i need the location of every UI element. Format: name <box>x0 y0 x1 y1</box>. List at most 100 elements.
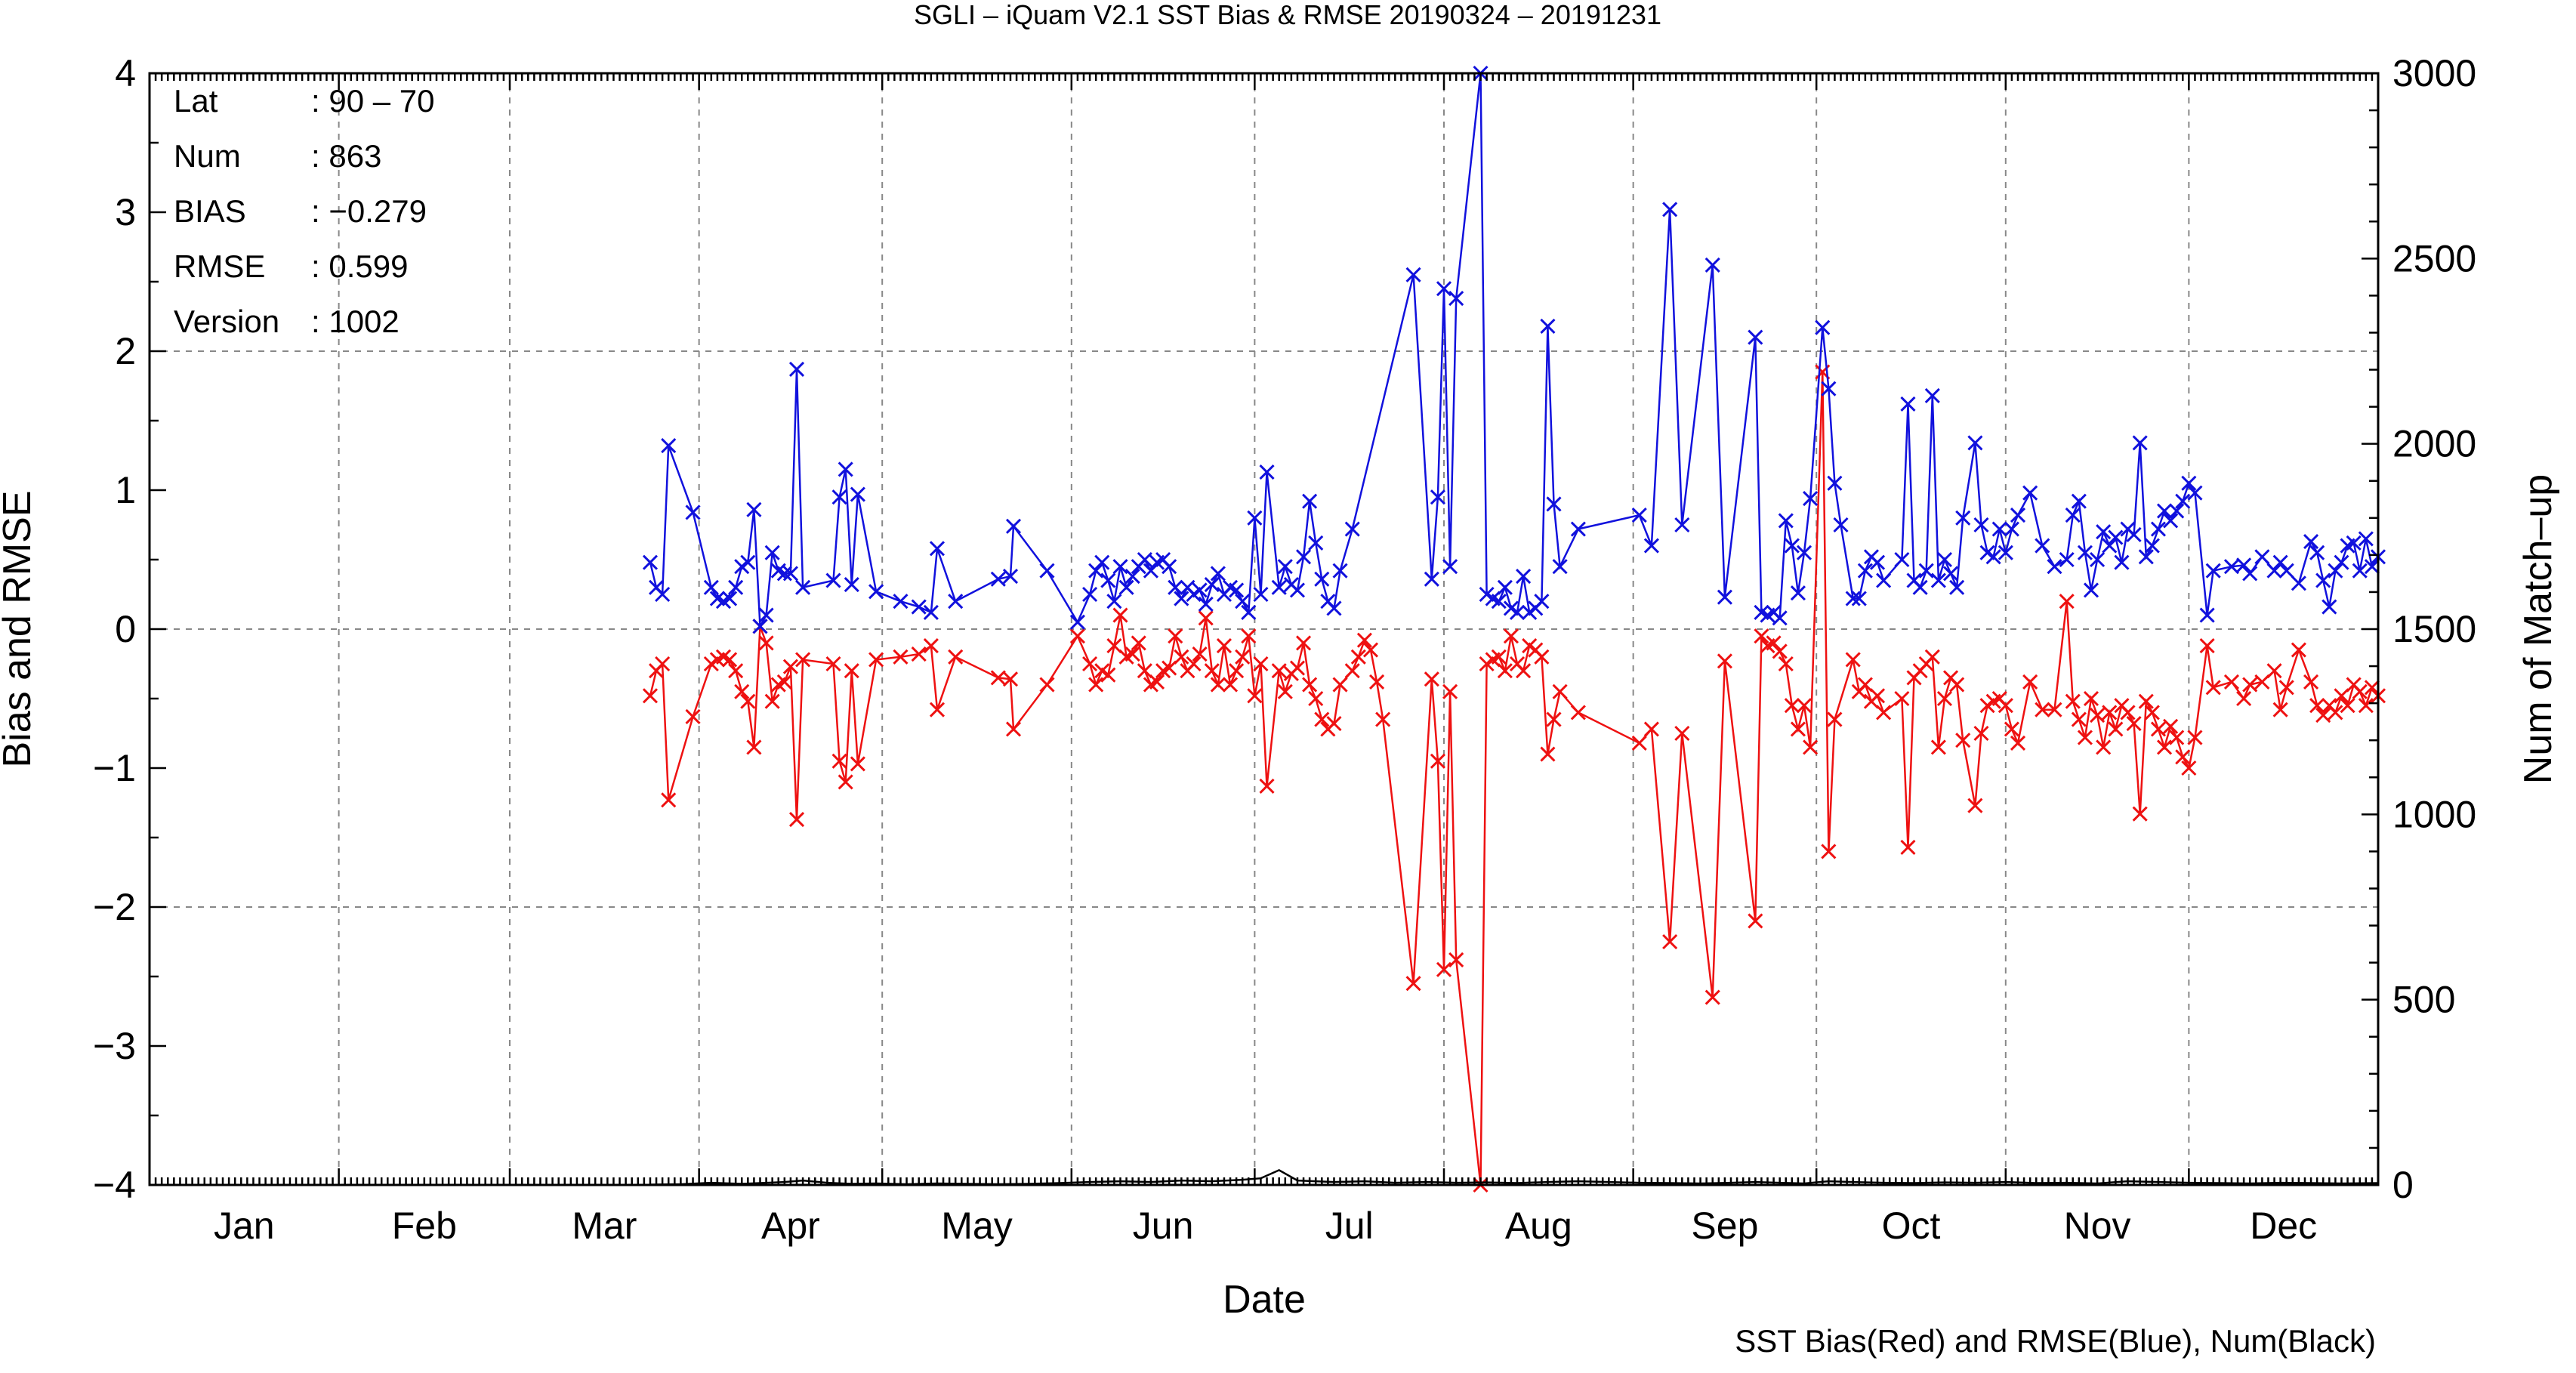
data-point-rmse <box>1942 566 1959 582</box>
data-point-sst-bias <box>2169 730 2185 745</box>
data-point-rmse <box>2242 566 2258 582</box>
x-tick-label-jan: Jan <box>214 1205 275 1247</box>
data-point-rmse <box>1289 582 1306 598</box>
data-point-rmse <box>1900 396 1916 412</box>
data-point-rmse <box>2004 521 2019 537</box>
data-point-rmse <box>2083 582 2099 598</box>
data-point-rmse <box>2071 493 2087 509</box>
data-point-sst-bias <box>2126 716 2142 732</box>
data-point-sst-bias <box>1973 725 1989 742</box>
data-point-rmse <box>1845 591 1861 606</box>
data-point-sst-bias <box>1039 677 1055 693</box>
data-point-rmse <box>1821 381 1837 396</box>
data-point-sst-bias <box>2083 690 2099 707</box>
data-point-sst-bias <box>1253 656 1269 672</box>
data-point-sst-bias <box>1210 677 1226 693</box>
data-point-sst-bias <box>1503 628 1519 644</box>
data-point-rmse <box>1235 594 1251 609</box>
x-tick-label-jun: Jun <box>1133 1205 1194 1247</box>
data-point-sst-bias <box>893 649 909 665</box>
data-point-rmse <box>740 554 756 570</box>
data-point-rmse <box>1069 614 1085 630</box>
data-point-rmse <box>1924 387 1940 403</box>
series-num <box>649 1169 2379 1186</box>
data-point-rmse <box>1210 566 1226 582</box>
data-point-sst-bias <box>2358 698 2374 714</box>
data-point-rmse <box>1534 594 1550 609</box>
x-tick-label-nov: Nov <box>2064 1205 2131 1247</box>
y-tick-label: −1 <box>93 747 136 789</box>
data-point-sst-bias <box>2236 690 2252 707</box>
stat-key-rmse: RMSE <box>174 248 265 284</box>
data-point-sst-bias <box>1302 677 1318 693</box>
data-point-sst-bias <box>1784 698 1800 714</box>
data-point-rmse <box>1241 604 1257 620</box>
data-point-rmse <box>1643 538 1659 554</box>
data-point-rmse <box>1405 267 1421 282</box>
legend-footer: SST Bias(Red) and RMSE(Blue), Num(Black) <box>1735 1323 2376 1359</box>
data-point-sst-bias <box>2254 674 2270 690</box>
x-tick-label-dec: Dec <box>2250 1205 2317 1247</box>
series-line-sst-bias <box>649 372 2380 1186</box>
data-point-rmse <box>1192 582 1208 598</box>
data-point-sst-bias <box>2138 693 2154 709</box>
y2-tick-label: 3000 <box>2392 52 2476 94</box>
series-line-num <box>649 1169 2379 1186</box>
data-point-sst-bias <box>1088 677 1104 693</box>
data-point-rmse <box>2108 529 2124 545</box>
data-point-sst-bias <box>2071 711 2087 727</box>
data-point-sst-bias <box>661 792 677 808</box>
data-point-sst-bias <box>2035 702 2050 717</box>
data-point-sst-bias <box>1936 690 1953 707</box>
data-point-sst-bias <box>1424 671 1439 687</box>
data-point-rmse <box>2352 563 2368 579</box>
data-point-rmse <box>1704 257 1720 273</box>
data-point-rmse <box>1442 559 1458 575</box>
data-point-rmse <box>2223 559 2240 575</box>
series-line-rmse <box>649 73 2380 630</box>
data-point-sst-bias <box>764 693 780 709</box>
data-point-rmse <box>2126 526 2142 542</box>
data-point-sst-bias <box>1069 628 1085 644</box>
data-point-rmse <box>2303 534 2319 550</box>
data-point-rmse <box>2272 554 2288 570</box>
y2-tick-label: 1000 <box>2392 793 2476 835</box>
data-point-sst-bias <box>868 652 884 668</box>
data-point-rmse <box>655 586 671 603</box>
x-tick-label-sep: Sep <box>1691 1205 1758 1247</box>
data-point-sst-bias <box>2059 594 2075 609</box>
data-point-rmse <box>831 489 847 505</box>
stat-value-bias: : −0.279 <box>311 193 427 229</box>
data-point-sst-bias <box>2077 730 2093 745</box>
data-point-sst-bias <box>655 656 671 672</box>
x-tick-label-apr: Apr <box>761 1205 820 1247</box>
data-point-rmse <box>2156 503 2173 519</box>
data-point-rmse <box>2278 563 2294 579</box>
data-point-sst-bias <box>1662 933 1678 950</box>
data-point-rmse <box>1857 563 1873 579</box>
data-point-sst-bias <box>1082 656 1098 672</box>
data-point-sst-bias <box>1277 683 1293 699</box>
data-point-rmse <box>1124 569 1140 585</box>
data-point-sst-bias <box>1204 663 1220 679</box>
data-point-sst-bias <box>1235 649 1251 665</box>
data-point-sst-bias <box>722 652 738 668</box>
data-point-rmse <box>1851 591 1867 606</box>
data-point-sst-bias <box>1289 660 1306 676</box>
data-point-sst-bias <box>1326 716 1342 732</box>
data-point-rmse <box>1436 281 1452 297</box>
data-point-sst-bias <box>1174 649 1189 665</box>
y-tick-label: −2 <box>93 886 136 928</box>
data-point-rmse <box>728 579 744 595</box>
data-point-rmse <box>948 594 964 609</box>
data-point-rmse <box>2291 575 2306 591</box>
data-point-sst-bias <box>2187 730 2203 745</box>
data-point-sst-bias <box>1967 798 1983 813</box>
data-point-rmse <box>1326 600 1342 616</box>
data-point-rmse <box>1229 582 1245 598</box>
data-point-rmse <box>1118 579 1134 595</box>
data-point-sst-bias <box>1005 721 1022 737</box>
data-point-sst-bias <box>1198 610 1214 626</box>
data-point-rmse <box>1930 572 1946 588</box>
data-point-sst-bias <box>1552 683 1568 699</box>
